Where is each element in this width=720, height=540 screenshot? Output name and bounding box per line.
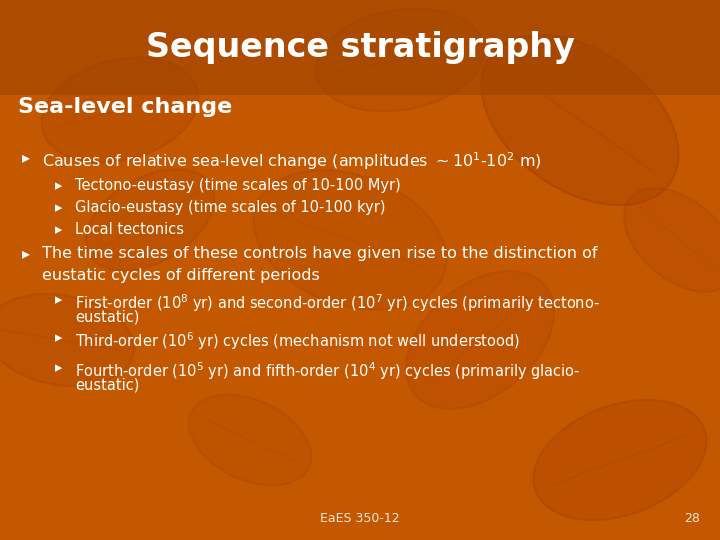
Text: Sea-level change: Sea-level change <box>18 97 233 117</box>
Text: First-order (10$^8$ yr) and second-order (10$^7$ yr) cycles (primarily tectono-: First-order (10$^8$ yr) and second-order… <box>75 292 600 314</box>
Ellipse shape <box>189 395 311 485</box>
Ellipse shape <box>316 9 484 111</box>
Ellipse shape <box>406 271 554 409</box>
Text: Fourth-order (10$^5$ yr) and fifth-order (10$^4$ yr) cycles (primarily glacio-: Fourth-order (10$^5$ yr) and fifth-order… <box>75 360 580 382</box>
Text: ▸: ▸ <box>55 330 63 345</box>
Text: eustatic cycles of different periods: eustatic cycles of different periods <box>42 268 320 283</box>
Text: Third-order (10$^6$ yr) cycles (mechanism not well understood): Third-order (10$^6$ yr) cycles (mechanis… <box>75 330 520 352</box>
Text: Sequence stratigraphy: Sequence stratigraphy <box>145 31 575 64</box>
Text: ▸: ▸ <box>22 246 30 261</box>
Text: Local tectonics: Local tectonics <box>75 222 184 237</box>
Text: eustatic): eustatic) <box>75 310 140 325</box>
Ellipse shape <box>482 35 679 205</box>
Text: ▸: ▸ <box>55 222 63 237</box>
Ellipse shape <box>534 400 706 520</box>
Text: EaES 350-12: EaES 350-12 <box>320 511 400 524</box>
Ellipse shape <box>86 169 215 271</box>
Ellipse shape <box>0 294 134 386</box>
FancyBboxPatch shape <box>0 0 720 95</box>
Text: 28: 28 <box>684 511 700 524</box>
Text: ▸: ▸ <box>22 150 30 165</box>
Ellipse shape <box>624 188 720 292</box>
Text: The time scales of these controls have given rise to the distinction of: The time scales of these controls have g… <box>42 246 598 261</box>
Text: Tectono-eustasy (time scales of 10-100 Myr): Tectono-eustasy (time scales of 10-100 M… <box>75 178 401 193</box>
Text: ▸: ▸ <box>55 178 63 193</box>
Ellipse shape <box>253 170 446 310</box>
Text: Causes of relative sea-level change (amplitudes $\sim$10$^1$-10$^2$ m): Causes of relative sea-level change (amp… <box>42 150 541 172</box>
Text: Glacio-eustasy (time scales of 10-100 kyr): Glacio-eustasy (time scales of 10-100 ky… <box>75 200 385 215</box>
Ellipse shape <box>42 57 198 163</box>
Text: ▸: ▸ <box>55 360 63 375</box>
Text: ▸: ▸ <box>55 200 63 215</box>
Text: eustatic): eustatic) <box>75 378 140 393</box>
Text: ▸: ▸ <box>55 292 63 307</box>
